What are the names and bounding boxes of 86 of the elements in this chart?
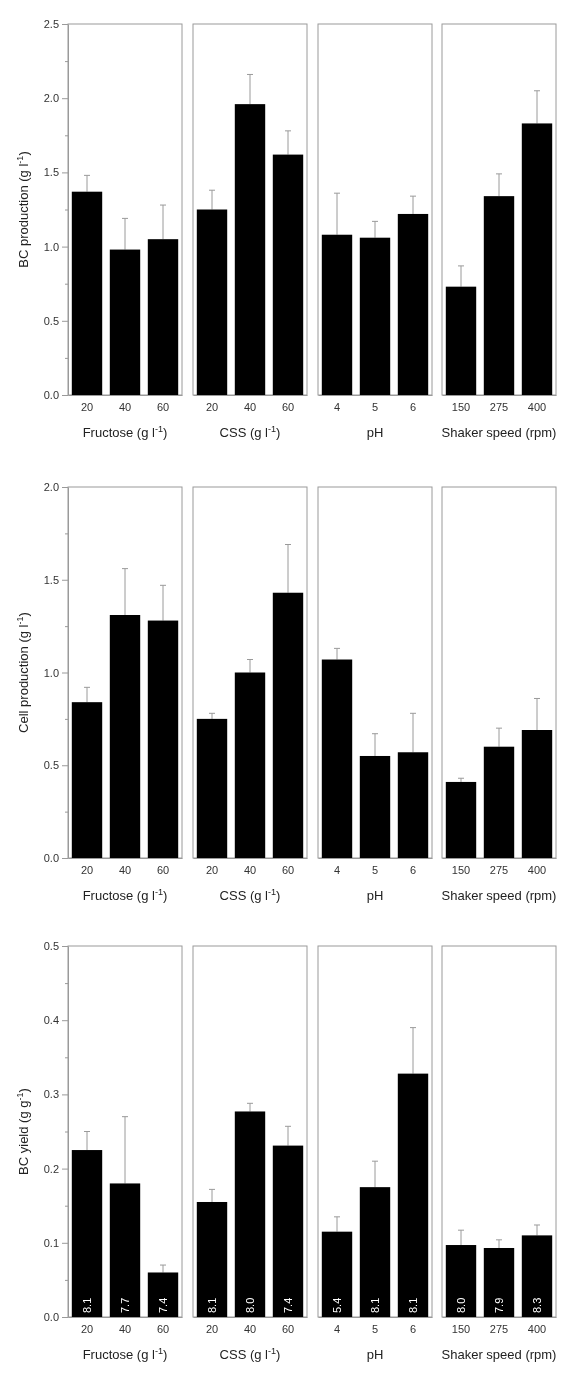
- y-tick-label: 1.0: [43, 240, 59, 253]
- x-tick-label: 60: [156, 1322, 170, 1335]
- x-tick-label: 60: [281, 400, 295, 413]
- y-tick-label: 0.5: [43, 940, 59, 953]
- x-tick-label: 4: [333, 863, 341, 876]
- bar: [109, 1183, 141, 1317]
- annotation: 8.0: [244, 1297, 256, 1313]
- x-tick-label: 6: [409, 863, 417, 876]
- x-tick-label: 400: [527, 863, 547, 876]
- x-tick-label: 40: [118, 1322, 132, 1335]
- x-tick-label: 150: [451, 863, 471, 876]
- y-tick-label: 0.5: [43, 314, 59, 327]
- x-axis-title: pH: [366, 425, 384, 440]
- x-tick-label: 60: [281, 1322, 295, 1335]
- annotation: 7.9: [493, 1297, 505, 1313]
- x-axis-title: Fructose (g l$^{-1}$): [82, 424, 168, 440]
- bar: [109, 615, 141, 858]
- annotation: 8.0: [455, 1297, 467, 1313]
- bar: [71, 1150, 103, 1317]
- x-axis-title: Shaker speed (rpm): [441, 888, 557, 903]
- annotation: 7.4: [282, 1297, 294, 1313]
- x-tick-label: 150: [451, 1322, 471, 1335]
- x-tick-label: 400: [527, 1322, 547, 1335]
- x-axis-title: CSS (g l$^{-1}$): [219, 1346, 281, 1362]
- x-tick-label: 4: [333, 400, 341, 413]
- bar: [71, 191, 103, 395]
- bar: [109, 249, 141, 395]
- y-tick-label: 0.2: [43, 1162, 59, 1175]
- x-tick-label: 275: [489, 400, 509, 413]
- x-tick-label: 150: [451, 400, 471, 413]
- annotation: 7.7: [119, 1297, 131, 1313]
- annotation: 8.1: [369, 1297, 381, 1313]
- x-tick-label: 20: [205, 863, 219, 876]
- x-axis-title: Fructose (g l$^{-1}$): [82, 887, 168, 903]
- x-tick-label: 5: [371, 863, 379, 876]
- y-tick-label: 0.5: [43, 759, 59, 772]
- x-tick-label: 20: [80, 863, 94, 876]
- x-tick-label: 20: [205, 400, 219, 413]
- x-axis-title: Shaker speed (rpm): [441, 425, 557, 440]
- annotation: 8.1: [81, 1297, 93, 1313]
- x-axis-title: Shaker speed (rpm): [441, 1347, 557, 1362]
- bar: [147, 620, 179, 858]
- y-tick-label: 1.0: [43, 666, 59, 679]
- y-tick-label: 0.0: [43, 852, 59, 865]
- y-tick-label: 0.0: [43, 1311, 59, 1324]
- x-tick-label: 5: [371, 400, 379, 413]
- annotation: 8.1: [407, 1297, 419, 1313]
- x-tick-label: 40: [118, 400, 132, 413]
- y-tick-label: 2.5: [43, 18, 59, 31]
- x-tick-label: 60: [156, 400, 170, 413]
- x-tick-label: 60: [156, 863, 170, 876]
- x-tick-label: 20: [80, 400, 94, 413]
- y-tick-label: 1.5: [43, 166, 59, 179]
- x-tick-label: 6: [409, 400, 417, 413]
- x-tick-label: 6: [409, 1322, 417, 1335]
- annotation: 5.4: [331, 1297, 343, 1313]
- x-tick-label: 60: [281, 863, 295, 876]
- x-axis-title: pH: [366, 1347, 384, 1362]
- x-tick-label: 40: [243, 400, 257, 413]
- x-tick-label: 5: [371, 1322, 379, 1335]
- x-axis-title: CSS (g l$^{-1}$): [219, 887, 281, 903]
- y-tick-label: 1.5: [43, 573, 59, 586]
- y-tick-label: 0.3: [43, 1088, 59, 1101]
- x-axis-title: Fructose (g l$^{-1}$): [82, 1346, 168, 1362]
- bar: [71, 702, 103, 858]
- x-tick-label: 400: [527, 400, 547, 413]
- x-tick-label: 40: [118, 863, 132, 876]
- x-tick-label: 4: [333, 1322, 341, 1335]
- x-tick-label: 40: [243, 863, 257, 876]
- x-axis-title: pH: [366, 888, 384, 903]
- x-tick-label: 20: [80, 1322, 94, 1335]
- bar: [147, 1272, 179, 1317]
- y-tick-label: 0.1: [43, 1236, 59, 1249]
- x-tick-label: 40: [243, 1322, 257, 1335]
- y-tick-label: 0.0: [43, 389, 59, 402]
- y-tick-label: 2.0: [43, 481, 59, 494]
- annotation: 8.3: [531, 1297, 543, 1313]
- y-tick-label: 2.0: [43, 92, 59, 105]
- x-tick-label: 275: [489, 1322, 509, 1335]
- annotation: 8.1: [206, 1297, 218, 1313]
- x-tick-label: 275: [489, 863, 509, 876]
- y-tick-label: 0.4: [43, 1014, 59, 1027]
- annotation: 7.4: [157, 1297, 169, 1313]
- x-axis-title: CSS (g l$^{-1}$): [219, 424, 281, 440]
- bar: [147, 239, 179, 395]
- x-tick-label: 20: [205, 1322, 219, 1335]
